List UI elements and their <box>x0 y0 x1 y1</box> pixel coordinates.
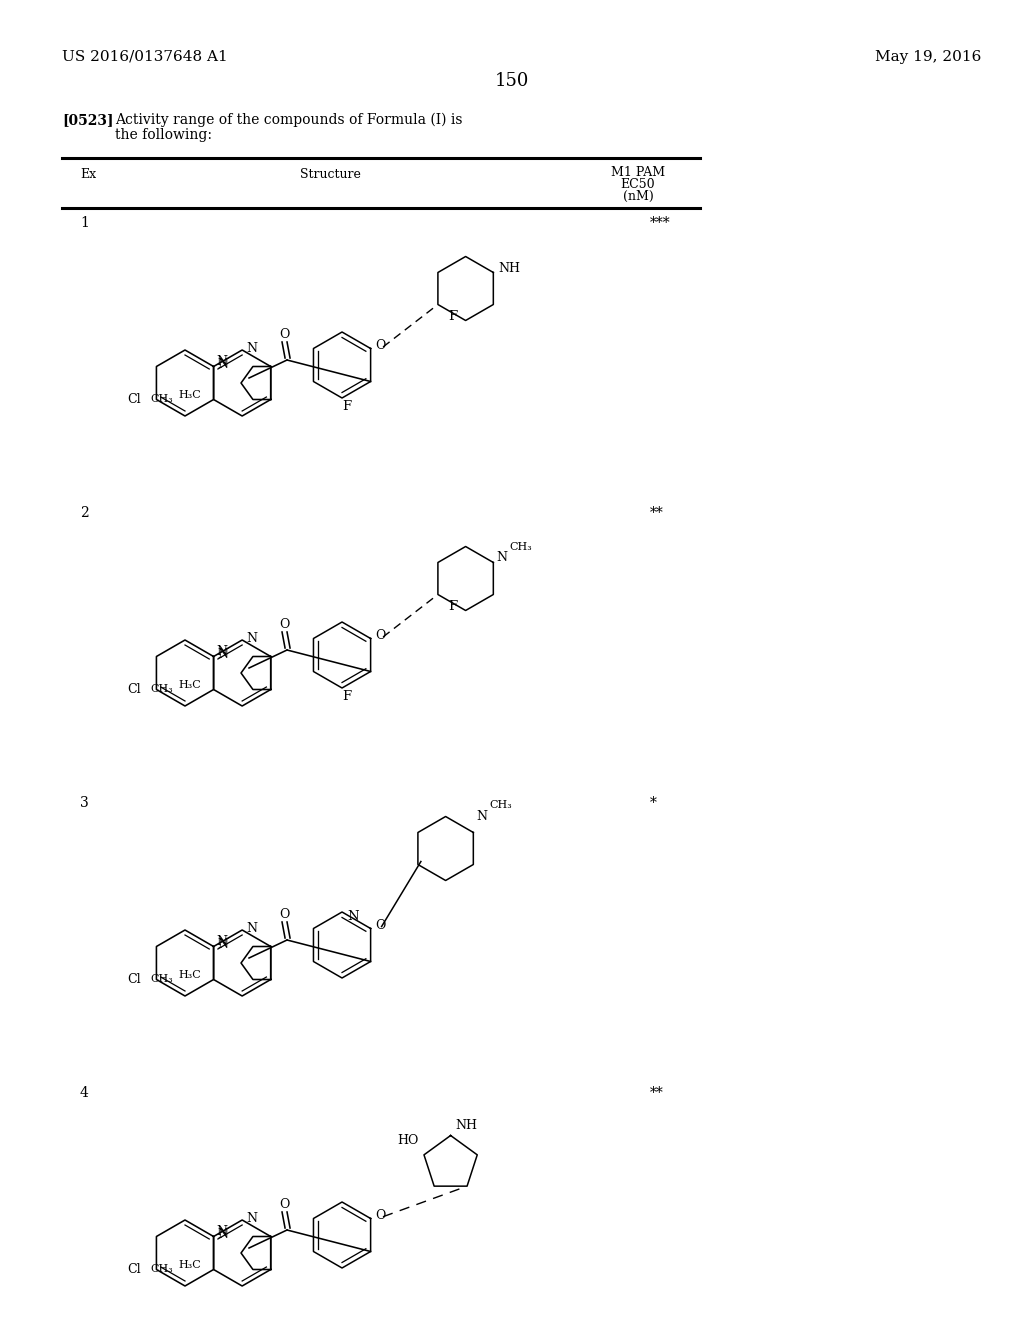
Text: N: N <box>217 1228 228 1241</box>
Text: N: N <box>246 921 257 935</box>
Text: F: F <box>342 400 351 413</box>
Text: (nM): (nM) <box>623 190 653 203</box>
Text: NH: NH <box>456 1119 477 1133</box>
Text: O: O <box>279 329 289 342</box>
Text: F: F <box>449 310 458 323</box>
Text: HO: HO <box>397 1134 419 1147</box>
Text: NH: NH <box>499 261 520 275</box>
Text: the following:: the following: <box>115 128 212 143</box>
Text: 1: 1 <box>80 216 89 230</box>
Text: **: ** <box>650 1086 664 1100</box>
Text: N: N <box>476 810 487 822</box>
Text: 3: 3 <box>80 796 89 810</box>
Text: N: N <box>497 550 507 564</box>
Text: H₃C: H₃C <box>179 1261 202 1270</box>
Text: ***: *** <box>650 216 671 230</box>
Text: H₃C: H₃C <box>179 391 202 400</box>
Text: F: F <box>449 601 458 612</box>
Text: CH₃: CH₃ <box>489 800 512 809</box>
Text: O: O <box>376 339 386 352</box>
Text: F: F <box>342 690 351 704</box>
Text: N: N <box>217 1225 227 1238</box>
Text: O: O <box>279 619 289 631</box>
Text: N: N <box>217 935 227 948</box>
Text: N: N <box>246 631 257 644</box>
Text: O: O <box>376 630 386 642</box>
Text: Cl: Cl <box>127 682 140 696</box>
Text: O: O <box>376 1209 386 1222</box>
Text: N: N <box>217 358 228 371</box>
Text: Activity range of the compounds of Formula (I) is: Activity range of the compounds of Formu… <box>115 114 463 128</box>
Text: N: N <box>217 645 227 657</box>
Text: CH₃: CH₃ <box>151 393 173 404</box>
Text: N: N <box>246 1212 257 1225</box>
Text: H₃C: H₃C <box>179 681 202 690</box>
Text: N: N <box>217 648 228 661</box>
Text: N: N <box>246 342 257 355</box>
Text: Ex: Ex <box>80 168 96 181</box>
Text: **: ** <box>650 506 664 520</box>
Text: *: * <box>650 796 656 810</box>
Text: N: N <box>347 909 358 923</box>
Text: N: N <box>217 939 228 950</box>
Text: M1 PAM: M1 PAM <box>611 166 665 180</box>
Text: 150: 150 <box>495 73 529 90</box>
Text: EC50: EC50 <box>621 178 655 191</box>
Text: May 19, 2016: May 19, 2016 <box>874 50 981 63</box>
Text: [0523]: [0523] <box>62 114 114 127</box>
Text: Structure: Structure <box>300 168 360 181</box>
Text: US 2016/0137648 A1: US 2016/0137648 A1 <box>62 50 227 63</box>
Text: H₃C: H₃C <box>179 970 202 981</box>
Text: CH₃: CH₃ <box>151 1265 173 1274</box>
Text: CH₃: CH₃ <box>151 684 173 694</box>
Text: CH₃: CH₃ <box>151 974 173 983</box>
Text: N: N <box>217 355 227 368</box>
Text: Cl: Cl <box>127 973 140 986</box>
Text: O: O <box>279 1199 289 1212</box>
Text: Cl: Cl <box>127 1263 140 1276</box>
Text: 4: 4 <box>80 1086 89 1100</box>
Text: 2: 2 <box>80 506 89 520</box>
Text: Cl: Cl <box>127 393 140 407</box>
Text: CH₃: CH₃ <box>509 541 532 552</box>
Text: O: O <box>279 908 289 921</box>
Text: O: O <box>376 919 386 932</box>
